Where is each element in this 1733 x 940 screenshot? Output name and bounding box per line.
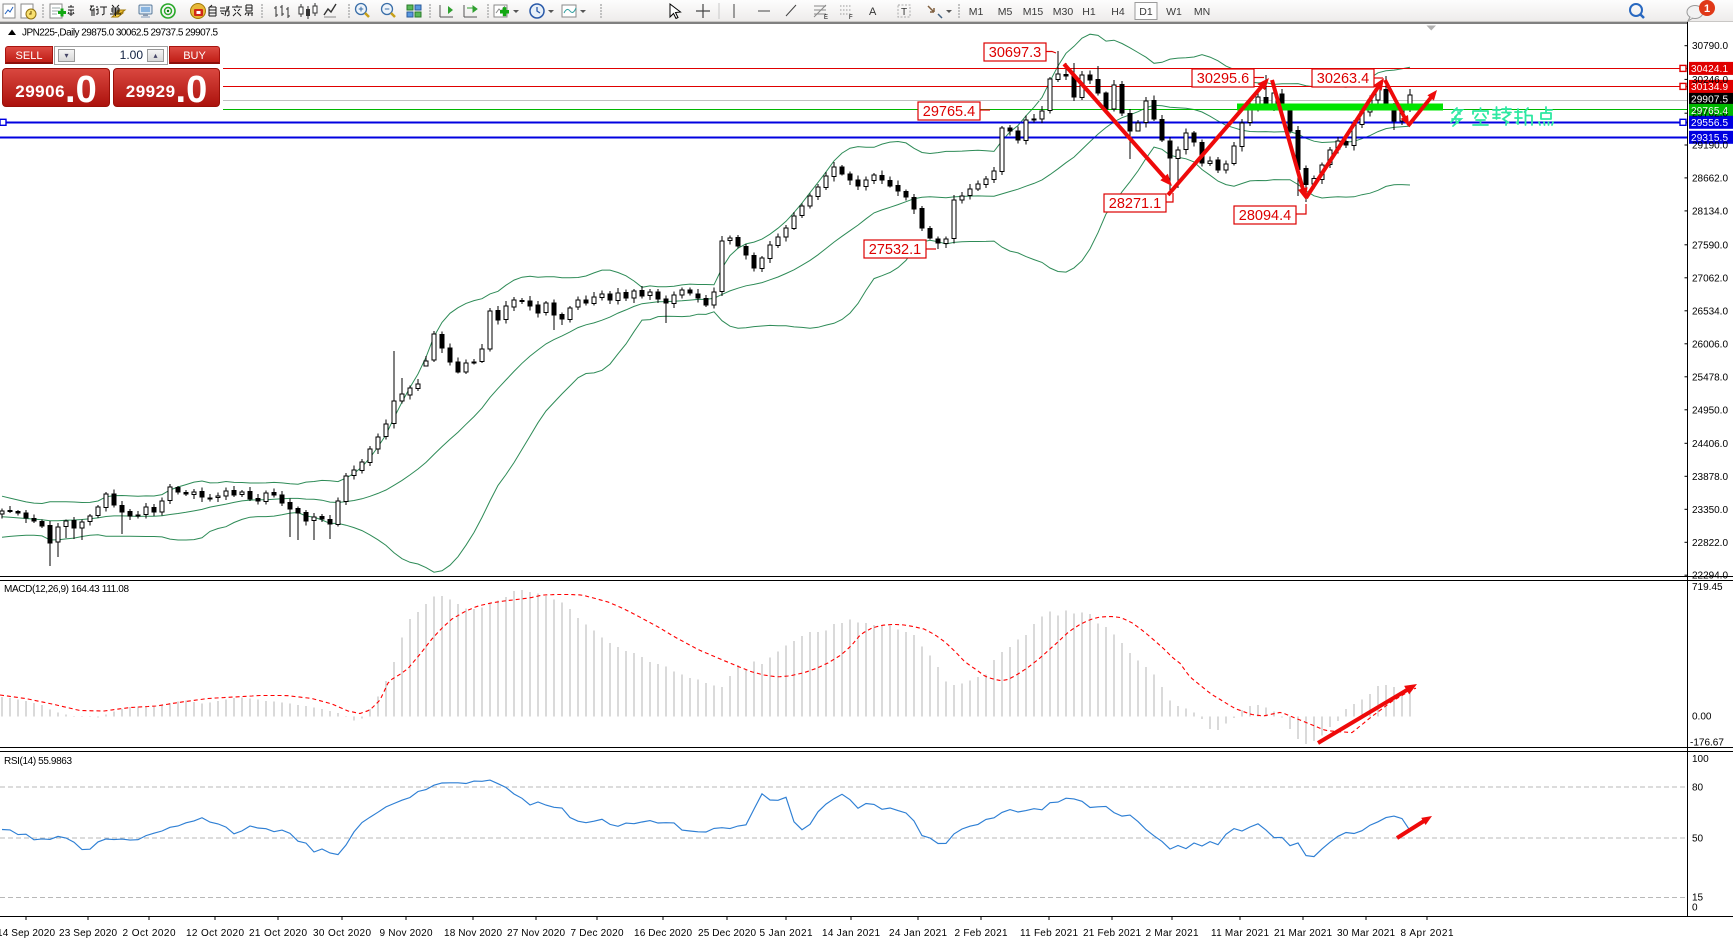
svg-text:27532.1: 27532.1 bbox=[869, 242, 921, 258]
svg-text:RSI(14) 55.9863: RSI(14) 55.9863 bbox=[4, 756, 72, 767]
svg-text:8 Apr 2021: 8 Apr 2021 bbox=[1401, 928, 1454, 939]
svg-text:29315.5: 29315.5 bbox=[1691, 133, 1728, 144]
svg-text:E: E bbox=[824, 15, 828, 21]
svg-text:23878.0: 23878.0 bbox=[1692, 472, 1728, 483]
svg-text:28094.4: 28094.4 bbox=[1239, 208, 1291, 224]
svg-text:MACD(12,26,9) 164.43 111.08: MACD(12,26,9) 164.43 111.08 bbox=[4, 584, 129, 595]
svg-text:30295.6: 30295.6 bbox=[1197, 71, 1249, 87]
svg-text:2 Oct 2020: 2 Oct 2020 bbox=[123, 928, 176, 939]
svg-text:719.45: 719.45 bbox=[1692, 582, 1723, 593]
svg-text:28662.0: 28662.0 bbox=[1692, 173, 1728, 184]
svg-text:0: 0 bbox=[1692, 903, 1698, 914]
svg-text:30 Mar 2021: 30 Mar 2021 bbox=[1337, 928, 1395, 939]
svg-text:H1: H1 bbox=[1082, 6, 1096, 18]
svg-text:7 Dec 2020: 7 Dec 2020 bbox=[571, 928, 624, 939]
svg-text:50: 50 bbox=[1692, 834, 1704, 845]
svg-text:MN: MN bbox=[1194, 6, 1210, 18]
svg-text:26006.0: 26006.0 bbox=[1692, 339, 1728, 350]
svg-text:30424.1: 30424.1 bbox=[1691, 64, 1728, 75]
svg-text:0.00: 0.00 bbox=[1692, 712, 1712, 723]
svg-text:80: 80 bbox=[1692, 783, 1704, 794]
svg-text:T: T bbox=[901, 7, 907, 18]
svg-text:M1: M1 bbox=[969, 6, 984, 18]
svg-text:26534.0: 26534.0 bbox=[1692, 306, 1728, 317]
svg-text:29556.5: 29556.5 bbox=[1691, 118, 1728, 129]
svg-text:24950.0: 24950.0 bbox=[1692, 405, 1728, 416]
svg-text:28271.1: 28271.1 bbox=[1109, 196, 1161, 212]
svg-text:11 Mar 2021: 11 Mar 2021 bbox=[1211, 928, 1269, 939]
svg-text:22294.0: 22294.0 bbox=[1692, 571, 1728, 582]
svg-text:M15: M15 bbox=[1023, 6, 1044, 18]
svg-text:27590.0: 27590.0 bbox=[1692, 240, 1728, 251]
svg-text:A: A bbox=[869, 6, 877, 18]
svg-text:M5: M5 bbox=[998, 6, 1013, 18]
svg-text:22822.0: 22822.0 bbox=[1692, 538, 1728, 549]
svg-text:-176.67: -176.67 bbox=[1690, 738, 1724, 749]
svg-text:15: 15 bbox=[1692, 893, 1704, 904]
svg-text:21 Feb 2021: 21 Feb 2021 bbox=[1083, 928, 1141, 939]
svg-text:29190.0: 29190.0 bbox=[1692, 141, 1728, 152]
svg-text:23 Sep 2020: 23 Sep 2020 bbox=[59, 928, 117, 939]
svg-text:29765.4: 29765.4 bbox=[923, 104, 975, 120]
svg-text:+: + bbox=[358, 4, 363, 14]
svg-text:16 Dec 2020: 16 Dec 2020 bbox=[634, 928, 692, 939]
svg-text:14 Jan 2021: 14 Jan 2021 bbox=[822, 928, 880, 939]
svg-text:2 Mar 2021: 2 Mar 2021 bbox=[1146, 928, 1199, 939]
svg-text:D1: D1 bbox=[1139, 6, 1153, 18]
svg-text:30790.0: 30790.0 bbox=[1692, 41, 1728, 52]
svg-text:12 Oct 2020: 12 Oct 2020 bbox=[186, 928, 244, 939]
svg-text:14 Sep 2020: 14 Sep 2020 bbox=[0, 928, 55, 939]
svg-text:JPN225-,Daily 29875.0 30062.5: JPN225-,Daily 29875.0 30062.5 29737.5 29… bbox=[22, 28, 218, 39]
svg-text:25 Dec 2020: 25 Dec 2020 bbox=[698, 928, 756, 939]
svg-text:M30: M30 bbox=[1053, 6, 1074, 18]
svg-text:28134.0: 28134.0 bbox=[1692, 206, 1728, 217]
svg-text:1: 1 bbox=[1704, 3, 1710, 15]
svg-text:2 Feb 2021: 2 Feb 2021 bbox=[955, 928, 1008, 939]
svg-text:9 Nov 2020: 9 Nov 2020 bbox=[380, 928, 433, 939]
svg-text:30134.9: 30134.9 bbox=[1691, 82, 1728, 93]
svg-text:30246.0: 30246.0 bbox=[1692, 75, 1728, 86]
svg-text:11 Feb 2021: 11 Feb 2021 bbox=[1020, 928, 1078, 939]
svg-text:21 Mar 2021: 21 Mar 2021 bbox=[1274, 928, 1332, 939]
svg-text:F: F bbox=[849, 15, 853, 21]
svg-text:30263.4: 30263.4 bbox=[1317, 71, 1369, 87]
svg-text:21 Oct 2020: 21 Oct 2020 bbox=[249, 928, 307, 939]
svg-text:5 Jan 2021: 5 Jan 2021 bbox=[760, 928, 813, 939]
svg-text:30697.3: 30697.3 bbox=[989, 45, 1041, 61]
svg-text:18 Nov 2020: 18 Nov 2020 bbox=[444, 928, 502, 939]
svg-text:25478.0: 25478.0 bbox=[1692, 372, 1728, 383]
svg-text:29765.4: 29765.4 bbox=[1691, 106, 1728, 117]
svg-text:H4: H4 bbox=[1111, 6, 1125, 18]
svg-text:27062.0: 27062.0 bbox=[1692, 273, 1728, 284]
svg-text:−: − bbox=[384, 4, 389, 14]
svg-text:29702.0: 29702.0 bbox=[1692, 109, 1728, 120]
svg-text:23350.0: 23350.0 bbox=[1692, 505, 1728, 516]
svg-text:W1: W1 bbox=[1166, 6, 1182, 18]
svg-text:24406.0: 24406.0 bbox=[1692, 439, 1728, 450]
svg-text:29907.5: 29907.5 bbox=[1691, 95, 1728, 106]
svg-text:100: 100 bbox=[1692, 754, 1709, 765]
svg-text:30 Oct 2020: 30 Oct 2020 bbox=[313, 928, 371, 939]
svg-text:24 Jan 2021: 24 Jan 2021 bbox=[889, 928, 947, 939]
svg-text:27 Nov 2020: 27 Nov 2020 bbox=[507, 928, 565, 939]
